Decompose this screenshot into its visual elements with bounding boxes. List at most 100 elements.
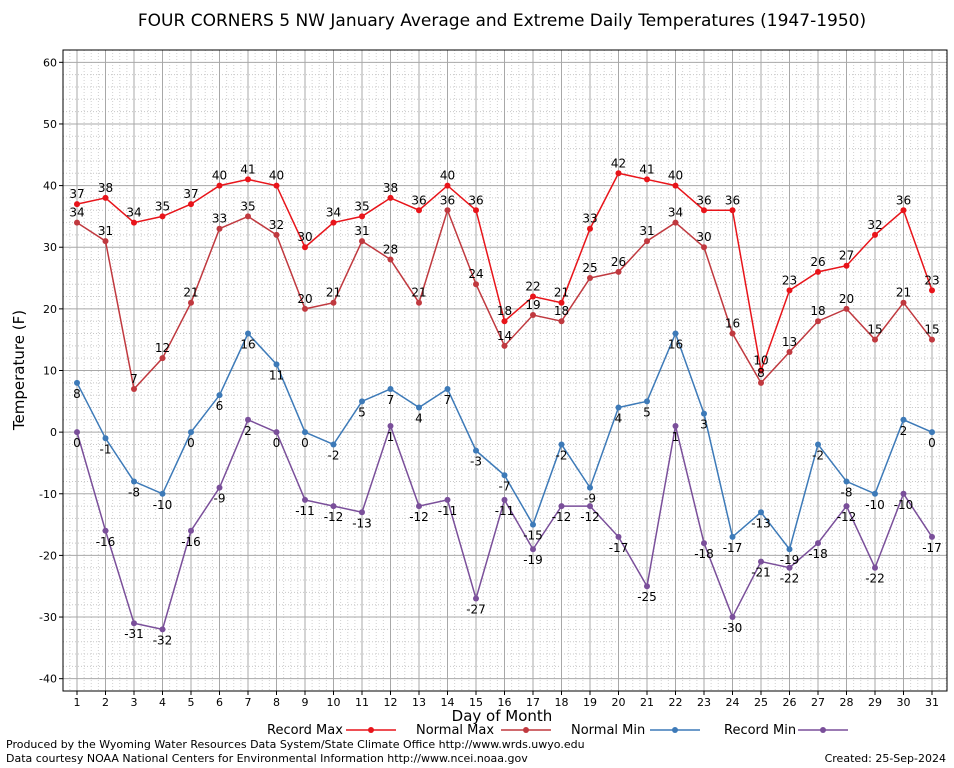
- x-tick-label: 27: [811, 696, 825, 709]
- data-point: [729, 614, 736, 621]
- data-point: [815, 540, 821, 547]
- data-point: [273, 429, 280, 436]
- data-point: [872, 564, 878, 571]
- data-label: -27: [466, 603, 486, 617]
- created-date: Created: 25-Sep-2024: [825, 752, 946, 765]
- credit-line-2: Data courtesy NOAA National Centers for …: [6, 752, 528, 765]
- data-label: 38: [383, 181, 398, 195]
- data-point: [216, 392, 223, 399]
- legend: Record Max Normal Max Normal Min Record Min: [267, 723, 848, 738]
- data-point: [900, 299, 907, 306]
- y-tick-label: -30: [39, 611, 57, 624]
- data-label: 16: [240, 338, 255, 352]
- data-label: 36: [896, 193, 911, 207]
- data-point: [473, 207, 479, 214]
- data-label: -30: [723, 621, 743, 635]
- data-point: [786, 349, 793, 356]
- data-point: [444, 496, 451, 503]
- data-point: [131, 620, 137, 627]
- data-point: [929, 336, 935, 343]
- data-point: [615, 170, 622, 177]
- data-label: 31: [98, 224, 113, 238]
- data-point: [131, 385, 137, 392]
- data-point: [159, 626, 166, 633]
- data-point: [644, 583, 650, 590]
- data-point: [159, 490, 166, 497]
- data-label: -10: [153, 498, 173, 512]
- data-point: [587, 503, 593, 510]
- data-point: [644, 398, 650, 405]
- data-label: 21: [183, 286, 198, 300]
- y-tick-label: 20: [43, 303, 57, 316]
- data-label: 26: [810, 255, 825, 269]
- data-label: -1: [100, 442, 112, 456]
- data-point: [900, 207, 907, 214]
- data-label: 36: [411, 193, 426, 207]
- data-point: [615, 533, 622, 540]
- data-label: 23: [924, 273, 939, 287]
- x-tick-label: 18: [555, 696, 569, 709]
- data-point: [815, 441, 821, 448]
- data-point: [558, 299, 565, 306]
- data-point: [245, 176, 251, 183]
- data-label: 34: [668, 206, 683, 220]
- data-label: 0: [273, 436, 281, 450]
- data-point: [387, 422, 394, 429]
- x-tick-label: 12: [384, 696, 398, 709]
- data-point: [74, 219, 80, 226]
- data-label: -2: [328, 448, 340, 462]
- data-label: 8: [757, 366, 765, 380]
- data-point: [188, 527, 194, 534]
- data-point: [302, 244, 308, 251]
- data-label: -2: [812, 448, 824, 462]
- data-point: [273, 182, 280, 189]
- x-tick-label: 14: [441, 696, 455, 709]
- data-point: [758, 558, 764, 565]
- data-label: 41: [639, 162, 654, 176]
- data-point: [872, 231, 878, 238]
- x-tick-label: 9: [302, 696, 309, 709]
- data-label: -16: [181, 535, 201, 549]
- data-label: 18: [497, 304, 512, 318]
- data-point: [273, 231, 280, 238]
- data-point: [302, 305, 308, 312]
- data-label: 33: [582, 212, 597, 226]
- data-label: 24: [468, 267, 483, 281]
- data-label: -10: [894, 498, 914, 512]
- data-point: [929, 533, 935, 540]
- data-label: 8: [73, 387, 81, 401]
- chart-title: FOUR CORNERS 5 NW January Average and Ex…: [138, 11, 866, 31]
- data-label: 31: [354, 224, 369, 238]
- data-label: 21: [896, 286, 911, 300]
- data-point: [188, 201, 194, 208]
- data-label: -12: [324, 510, 344, 524]
- data-point: [416, 207, 422, 214]
- data-point: [473, 595, 479, 602]
- series-lines: [74, 170, 935, 633]
- data-point: [900, 416, 907, 423]
- data-point: [387, 256, 394, 263]
- data-label: -8: [128, 485, 140, 499]
- data-label: 0: [187, 436, 195, 450]
- y-tick-label: 0: [50, 426, 57, 439]
- data-point: [216, 182, 223, 189]
- data-label: 30: [696, 230, 711, 244]
- x-tick-label: 31: [925, 696, 939, 709]
- data-point: [786, 546, 793, 553]
- data-label: -25: [637, 590, 657, 604]
- data-label: 26: [611, 255, 626, 269]
- data-point: [701, 410, 707, 417]
- data-label: 36: [696, 193, 711, 207]
- data-point: [387, 385, 394, 392]
- data-point: [587, 275, 593, 282]
- data-point: [302, 429, 308, 436]
- x-tick-label: 10: [327, 696, 341, 709]
- data-point: [159, 213, 166, 220]
- data-point: [416, 503, 422, 510]
- data-label: -10: [865, 498, 885, 512]
- data-label: -21: [751, 566, 771, 580]
- x-tick-label: 23: [697, 696, 711, 709]
- data-point: [330, 441, 337, 448]
- data-label: 28: [383, 243, 398, 257]
- data-label: -22: [780, 572, 800, 586]
